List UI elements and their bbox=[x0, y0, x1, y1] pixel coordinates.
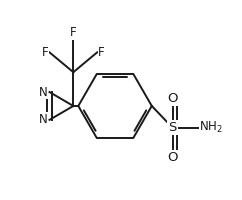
Text: N: N bbox=[39, 113, 47, 126]
Text: F: F bbox=[98, 46, 105, 59]
Text: F: F bbox=[42, 46, 48, 59]
Text: F: F bbox=[70, 26, 77, 39]
Text: O: O bbox=[167, 151, 178, 164]
Text: O: O bbox=[167, 92, 178, 105]
Text: S: S bbox=[168, 121, 177, 134]
Text: NH$_2$: NH$_2$ bbox=[199, 120, 223, 135]
Text: N: N bbox=[39, 86, 47, 99]
